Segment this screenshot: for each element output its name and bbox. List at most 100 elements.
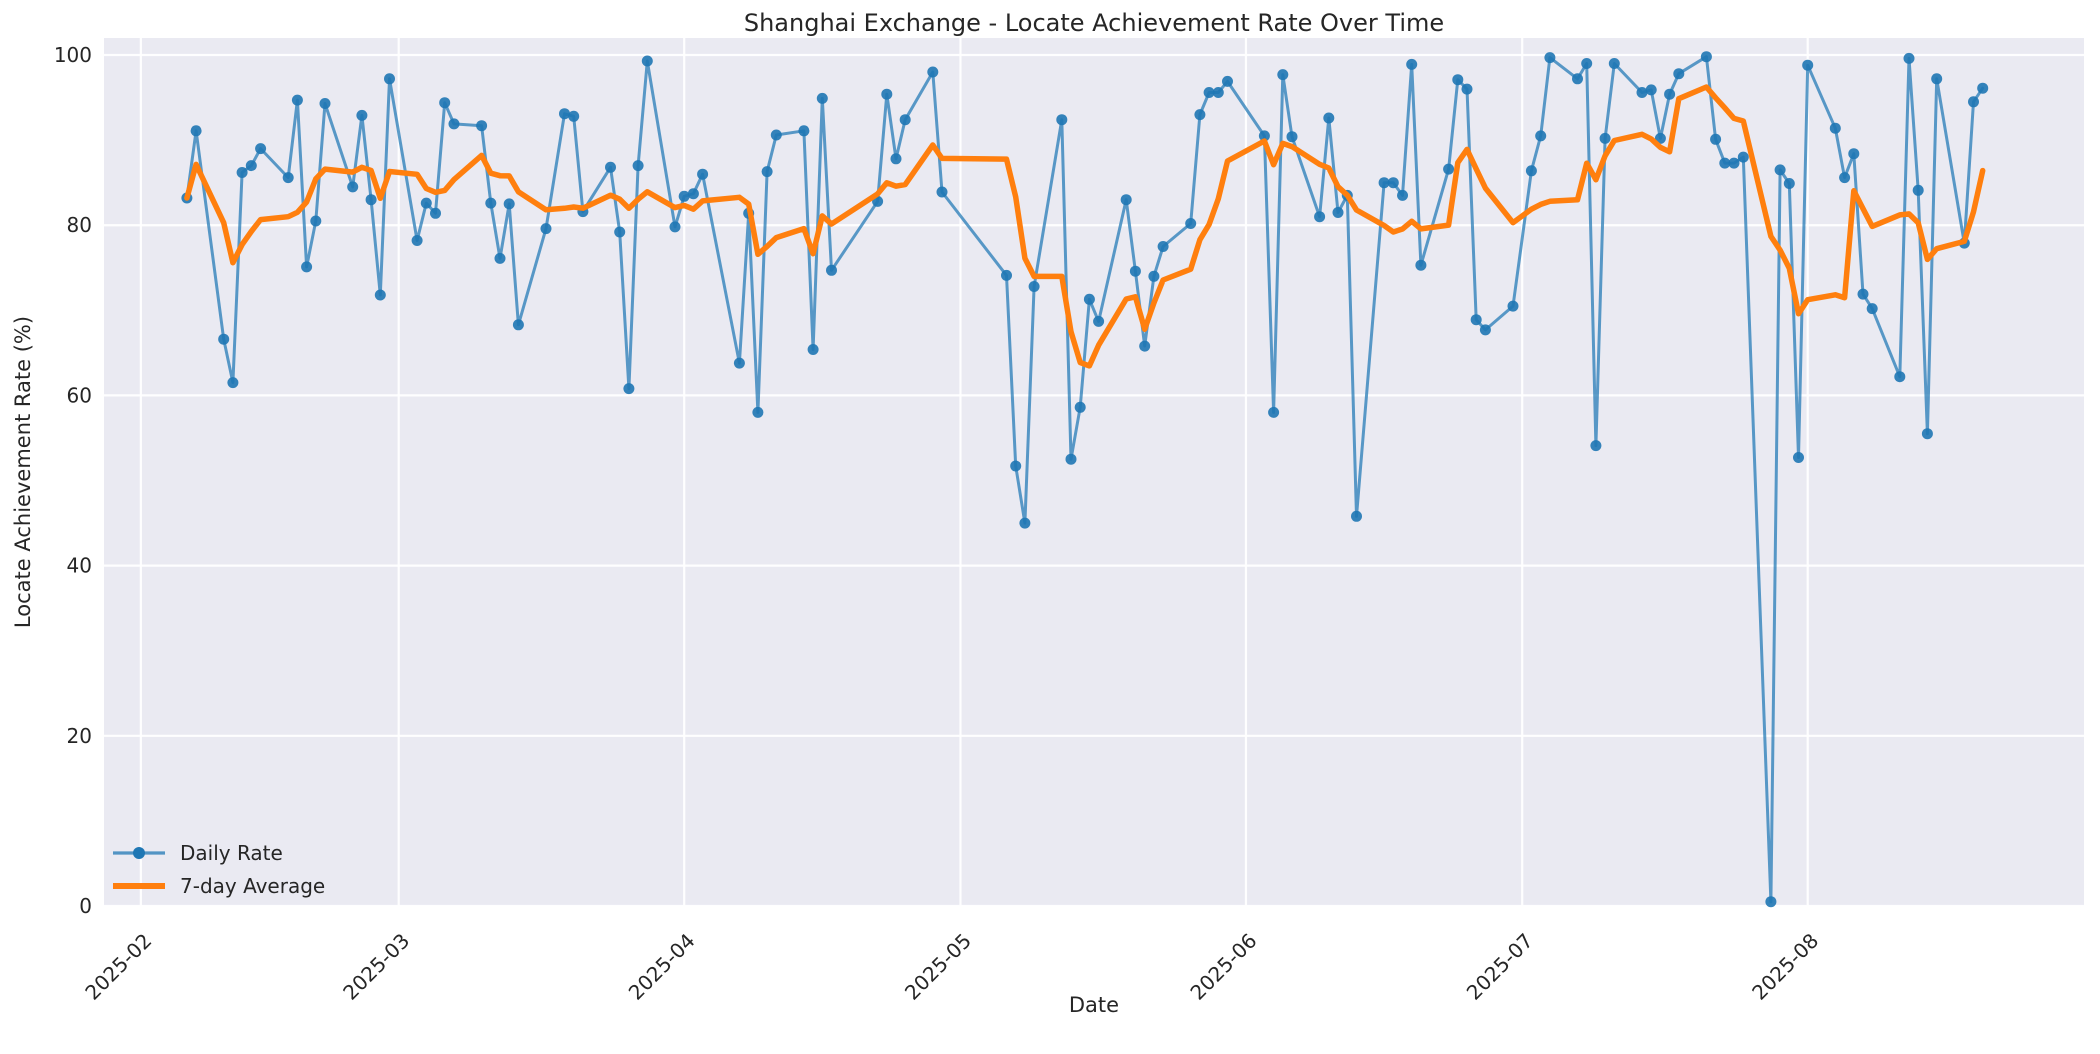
daily-marker <box>236 167 248 178</box>
daily-marker <box>1802 59 1814 71</box>
daily-marker <box>1535 130 1547 142</box>
legend-daily-marker-icon <box>133 847 145 859</box>
daily-marker <box>1636 87 1648 98</box>
daily-marker <box>255 143 267 155</box>
daily-marker <box>227 377 239 389</box>
x-tick-label-2025-04: 2025-04 <box>624 929 700 1005</box>
daily-marker <box>1525 165 1537 177</box>
x-tick-label-2025-05: 2025-05 <box>900 929 976 1005</box>
daily-marker <box>1894 371 1906 383</box>
daily-marker <box>282 172 294 184</box>
daily-marker <box>1452 74 1464 86</box>
daily-marker <box>1378 177 1390 189</box>
daily-marker <box>1793 452 1804 463</box>
daily-marker <box>420 197 432 209</box>
y-axis-label: Locate Achievement Rate (%) <box>11 316 35 628</box>
daily-marker <box>1415 259 1427 271</box>
daily-marker <box>1599 132 1611 144</box>
daily-marker <box>1387 177 1399 189</box>
daily-marker <box>1903 52 1915 64</box>
daily-marker <box>1664 88 1676 100</box>
daily-marker <box>1397 189 1408 201</box>
daily-marker <box>1470 314 1482 326</box>
daily-marker <box>1700 51 1712 63</box>
daily-marker <box>384 73 395 85</box>
daily-marker <box>568 110 580 122</box>
daily-marker <box>669 221 681 233</box>
daily-marker <box>807 344 819 355</box>
daily-marker <box>190 125 202 137</box>
daily-marker <box>365 194 377 206</box>
daily-marker <box>512 319 524 331</box>
daily-marker <box>430 207 441 219</box>
daily-marker <box>476 120 488 132</box>
daily-marker <box>1461 83 1473 95</box>
chart-title: Shanghai Exchange - Locate Achievement R… <box>744 9 1444 37</box>
daily-marker <box>291 94 303 106</box>
daily-marker <box>1968 96 1979 108</box>
daily-marker <box>761 166 773 178</box>
daily-marker <box>890 153 902 165</box>
daily-marker <box>1351 510 1362 522</box>
daily-marker <box>1507 300 1519 312</box>
daily-marker <box>1277 69 1289 81</box>
daily-marker <box>1590 440 1602 452</box>
daily-marker <box>798 125 810 137</box>
daily-marker <box>1065 453 1077 465</box>
daily-marker <box>687 188 699 200</box>
y-tick-label-0: 0 <box>79 894 92 918</box>
daily-marker <box>1645 84 1657 96</box>
daily-marker <box>899 114 911 126</box>
daily-marker <box>1783 178 1795 189</box>
daily-marker <box>936 186 948 198</box>
daily-marker <box>374 289 386 301</box>
daily-marker <box>1120 194 1132 206</box>
daily-marker <box>770 129 782 141</box>
daily-marker <box>1286 131 1298 143</box>
daily-marker <box>1139 340 1151 352</box>
y-tick-label-20: 20 <box>67 724 92 748</box>
daily-marker <box>1931 73 1943 85</box>
daily-marker <box>1001 269 1012 281</box>
daily-marker <box>1056 114 1068 126</box>
daily-marker <box>1921 428 1933 440</box>
daily-marker <box>494 252 506 264</box>
daily-marker <box>881 88 893 100</box>
daily-marker <box>1839 172 1851 184</box>
daily-marker <box>641 55 653 67</box>
y-tick-label-100: 100 <box>54 43 92 67</box>
daily-marker <box>540 223 552 235</box>
daily-marker <box>1314 211 1326 223</box>
daily-marker <box>1479 324 1491 336</box>
y-tick-label-60: 60 <box>67 383 92 407</box>
x-tick-label-2025-07: 2025-07 <box>1462 929 1538 1005</box>
x-tick-label-2025-06: 2025-06 <box>1185 929 1261 1005</box>
daily-marker <box>503 198 515 210</box>
daily-marker <box>245 160 257 172</box>
daily-marker <box>1443 163 1455 175</box>
daily-marker <box>301 261 313 273</box>
daily-marker <box>1222 75 1233 87</box>
x-tick-label-2025-08: 2025-08 <box>1747 929 1823 1005</box>
daily-marker <box>1719 157 1731 169</box>
daily-marker <box>1019 517 1031 529</box>
daily-marker <box>1728 157 1740 169</box>
daily-marker <box>605 161 616 173</box>
daily-marker <box>927 66 939 78</box>
daily-marker <box>1203 87 1215 98</box>
daily-marker <box>1258 130 1270 142</box>
daily-marker <box>1212 87 1224 98</box>
grid-layer <box>104 38 2084 908</box>
daily-marker <box>1737 151 1749 163</box>
daily-marker <box>632 160 644 172</box>
daily-marker <box>1581 58 1593 69</box>
daily-marker <box>1572 73 1583 85</box>
daily-marker <box>448 118 460 130</box>
daily-marker <box>1268 406 1280 418</box>
seven-day-average-line <box>184 84 1986 369</box>
daily-marker <box>319 98 331 109</box>
y-tick-label-80: 80 <box>67 213 92 237</box>
daily-marker <box>678 190 690 202</box>
daily-marker <box>559 108 570 120</box>
daily-marker <box>1332 207 1344 218</box>
